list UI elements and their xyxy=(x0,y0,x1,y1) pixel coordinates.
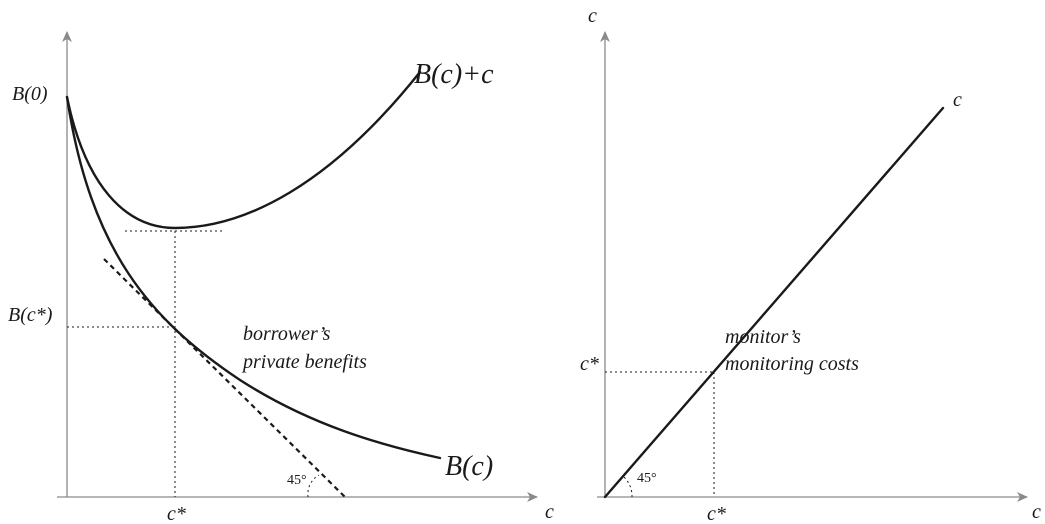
bcstar-label: B(c*) xyxy=(8,304,53,326)
right-y-axis-label: c xyxy=(588,5,597,27)
b0-label: B(0) xyxy=(12,83,48,105)
tangent-line xyxy=(103,258,346,498)
total-cost-curve-label: B(c)+c xyxy=(414,59,494,90)
right-y-tick-cstar: c* xyxy=(580,353,599,375)
borrower-annotation-line2: private benefits xyxy=(241,351,367,373)
monitor-annotation-line1: monitor’s xyxy=(725,326,801,348)
left-x-tick-cstar: c* xyxy=(167,503,186,524)
monitoring-cost-line xyxy=(603,106,945,499)
right-angle-arc xyxy=(622,475,633,498)
right-panel: c c* c monitor’s monitoring costs 45° c*… xyxy=(580,5,1041,524)
total-cost-curve xyxy=(65,70,422,230)
left-x-axis-label: c xyxy=(545,501,554,523)
left-panel: B(0) B(c*) B(c)+c B(c) borrower’s privat… xyxy=(8,31,554,524)
private-benefits-curve-label: B(c) xyxy=(445,451,493,482)
left-angle-label: 45° xyxy=(287,473,307,488)
right-angle-label: 45° xyxy=(637,471,657,486)
left-angle-arc xyxy=(307,474,320,498)
monitoring-line-label: c xyxy=(953,89,962,111)
right-x-axis-label: c xyxy=(1032,501,1041,523)
right-x-tick-cstar: c* xyxy=(707,503,726,524)
monitor-annotation-line2: monitoring costs xyxy=(725,353,859,375)
private-benefits-curve xyxy=(65,95,442,460)
borrower-annotation-line1: borrower’s xyxy=(243,323,331,345)
